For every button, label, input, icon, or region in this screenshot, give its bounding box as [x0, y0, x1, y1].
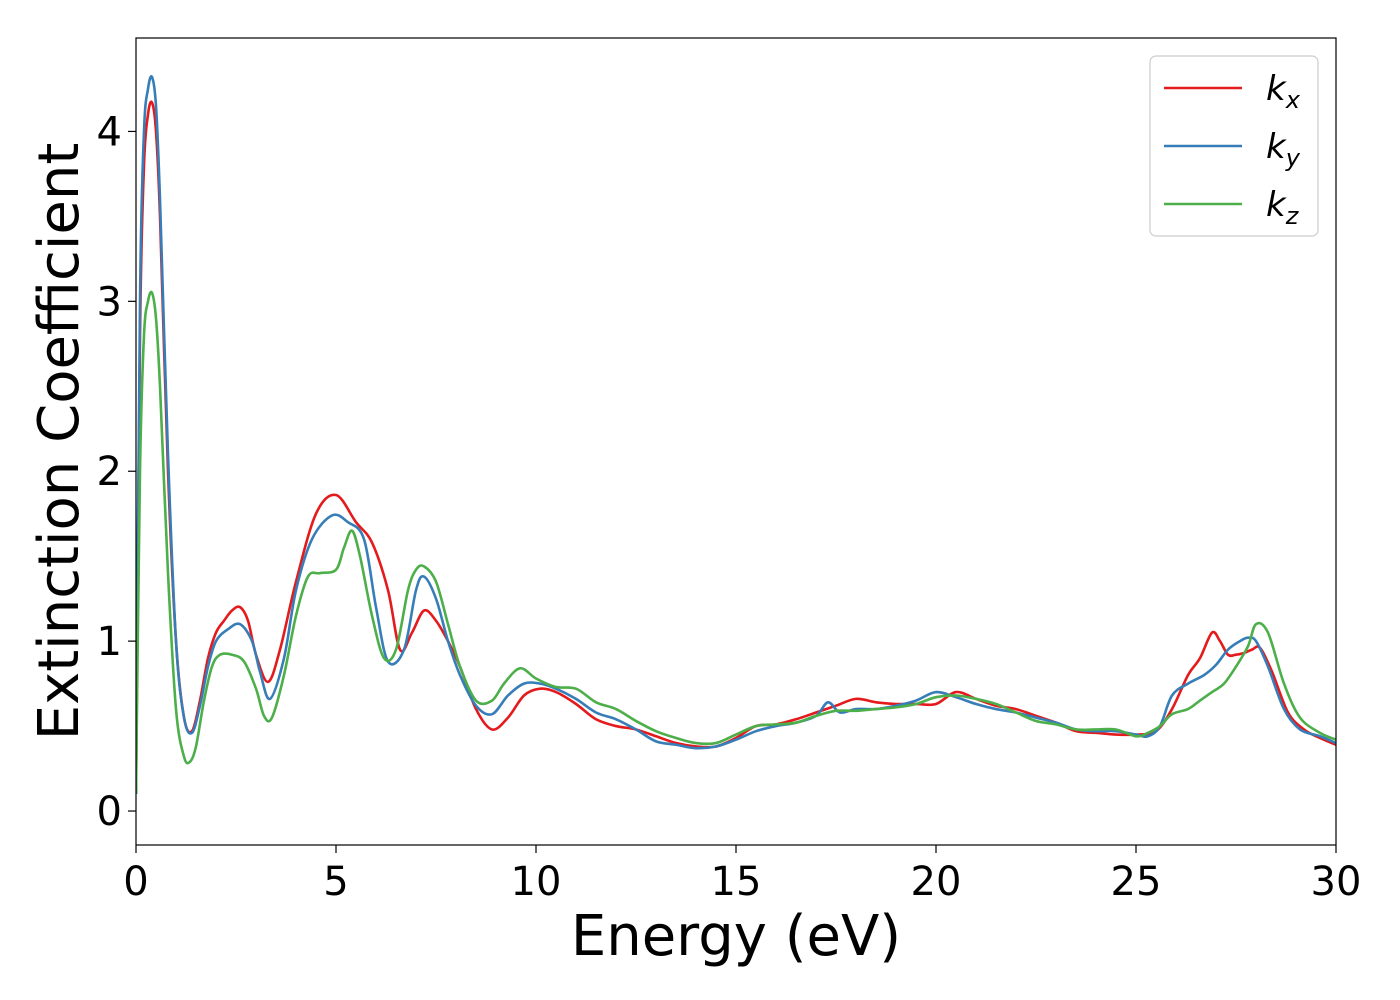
x-tick-label: 0	[123, 859, 148, 905]
x-tick-label: 15	[711, 859, 762, 905]
x-axis-title: Energy (eV)	[571, 904, 901, 969]
x-tick-label: 20	[911, 859, 962, 905]
x-tick-label: 30	[1311, 859, 1362, 905]
legend-label-ky: ky	[1266, 127, 1301, 172]
y-tick-label: 3	[97, 279, 122, 325]
legend-label-kz: kz	[1266, 185, 1300, 230]
series-line-kz	[136, 290, 1336, 795]
legend-label-main: k	[1266, 127, 1287, 167]
legend-label-kx: kx	[1266, 69, 1301, 114]
y-tick-label: 4	[97, 109, 122, 155]
series-layer	[136, 75, 1336, 795]
legend-label-main: k	[1266, 69, 1287, 109]
legend-label-main: k	[1266, 185, 1287, 225]
x-tick-label: 10	[511, 859, 562, 905]
y-axis: 0 1 2 3 4	[97, 109, 136, 835]
y-tick-label: 1	[97, 619, 122, 665]
x-tick-label: 25	[1111, 859, 1162, 905]
legend-label-subscript: y	[1285, 144, 1301, 172]
legend-label-subscript: x	[1285, 86, 1301, 114]
x-axis: 0 5 10 15 20 25 30	[123, 845, 1361, 905]
y-tick-label: 2	[97, 449, 122, 495]
x-tick-label: 5	[323, 859, 348, 905]
y-tick-label: 0	[97, 789, 122, 835]
legend-label-subscript: z	[1285, 202, 1300, 230]
y-axis-title: Extinction Coefficient	[27, 143, 92, 741]
